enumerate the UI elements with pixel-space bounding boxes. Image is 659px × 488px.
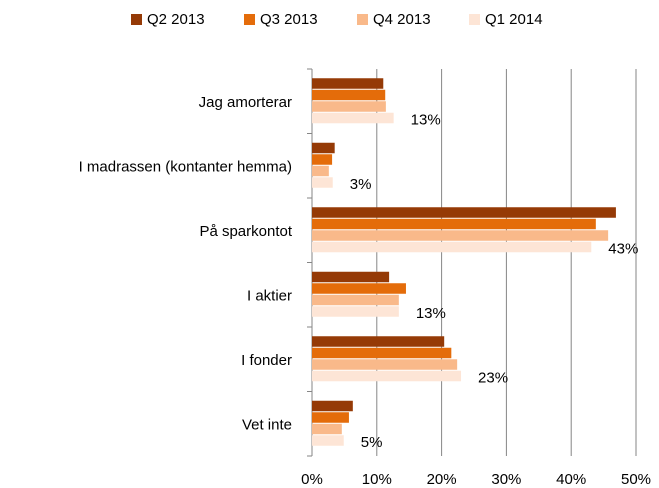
legend-label: Q1 2014 [485,11,543,28]
bar [312,435,344,446]
data-label: 13% [411,112,441,129]
legend-label: Q2 2013 [147,11,205,28]
bar [312,347,452,359]
legend-label: Q3 2013 [260,11,318,28]
bar [312,78,384,89]
y-tick-label: I aktier [247,288,292,305]
bar [312,89,386,101]
legend-swatch [244,14,255,25]
bar [312,177,333,188]
bar [312,306,399,317]
data-label: 43% [608,241,638,258]
y-tick-label: I fonder [241,352,292,369]
bar [312,294,399,306]
bar [312,423,342,435]
bar [312,165,329,177]
y-tick-label: I madrassen (kontanter hemma) [79,159,292,176]
y-tick-label: Jag amorterar [199,94,292,111]
data-label: 3% [350,176,372,193]
y-tick-label: På sparkontot [199,223,292,240]
bar [312,359,458,370]
bar [312,283,406,294]
x-tick-label: 0% [301,471,323,488]
x-tick-label: 40% [556,471,586,488]
data-label: 13% [416,305,446,322]
data-label: 23% [478,370,508,387]
legend-swatch [131,14,142,25]
bar [312,400,353,412]
bar [312,271,390,283]
data-label: 5% [361,434,383,451]
legend-label: Q4 2013 [373,11,431,28]
bar [312,207,616,218]
x-tick-label: 10% [362,471,392,488]
legend-swatch [357,14,368,25]
bar [312,218,596,230]
bar [312,241,592,253]
x-tick-label: 20% [427,471,457,488]
bar [312,112,394,124]
x-tick-label: 50% [621,471,651,488]
bar [312,142,335,154]
bar [312,154,333,165]
bar [312,336,445,347]
bar [312,101,386,112]
y-tick-label: Vet inte [242,417,292,434]
bar [312,370,462,382]
x-tick-label: 30% [491,471,521,488]
bar [312,230,609,241]
bar [312,412,349,423]
legend-swatch [469,14,480,25]
